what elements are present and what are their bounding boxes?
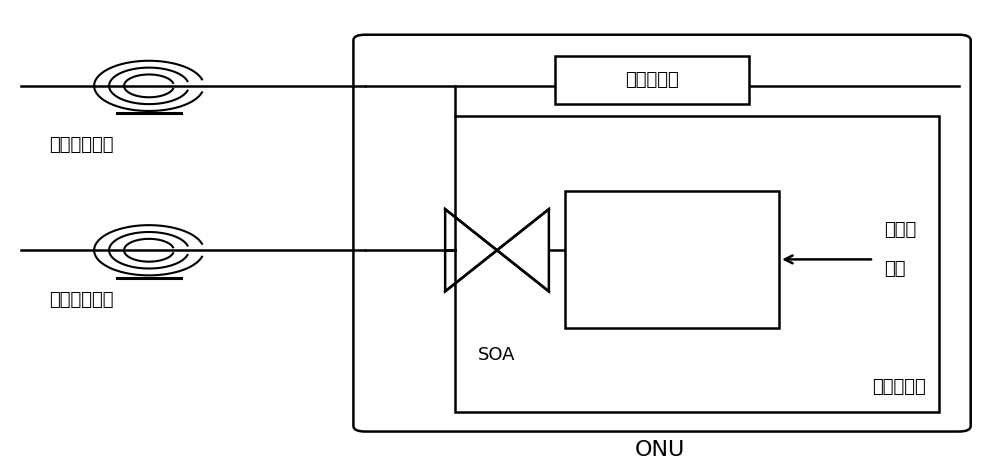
Text: 偏振无关型: 偏振无关型 xyxy=(645,237,698,255)
Text: 上行馈线光纤: 上行馈线光纤 xyxy=(49,292,114,309)
Bar xyxy=(555,56,749,104)
Text: ONU: ONU xyxy=(634,440,685,460)
Text: 上行发射机: 上行发射机 xyxy=(872,378,926,396)
FancyBboxPatch shape xyxy=(353,35,971,432)
Text: 下行馈线光纤: 下行馈线光纤 xyxy=(49,136,114,154)
Bar xyxy=(455,116,939,413)
Text: 下行接收机: 下行接收机 xyxy=(625,71,678,89)
Text: 上行电: 上行电 xyxy=(884,221,916,239)
Text: 调制装置: 调制装置 xyxy=(650,278,693,296)
Text: SOA: SOA xyxy=(478,346,516,364)
Bar xyxy=(565,191,779,328)
Text: 信号: 信号 xyxy=(884,260,905,277)
